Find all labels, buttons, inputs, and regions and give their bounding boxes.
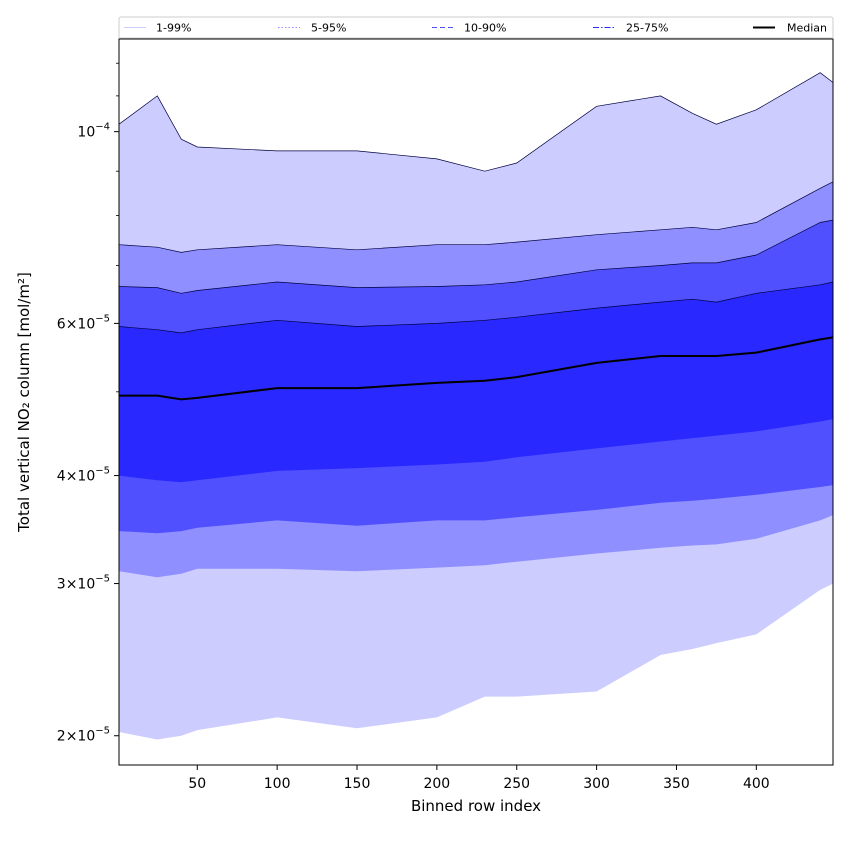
- y-tick-label: 6×10−5: [57, 313, 110, 332]
- y-axis-ticks: 2×10−5 3×10−5 4×10−5 6×10−5 10−4: [57, 62, 119, 745]
- legend-label: 25-75%: [626, 22, 668, 35]
- median-line: [119, 336, 834, 401]
- legend-label: Median: [787, 22, 827, 35]
- y-tick-label: 3×10−5: [57, 574, 110, 593]
- plot-frame: [118, 38, 834, 766]
- x-axis-ticks: 50 100 150 200 250 300 350 400: [188, 765, 770, 792]
- legend-entry: Median: [753, 22, 827, 35]
- x-axis-label: Binned row index: [411, 797, 541, 815]
- x-tick-label: 350: [663, 776, 690, 792]
- x-tick-label: 250: [503, 776, 530, 792]
- legend-box: [118, 16, 834, 39]
- legend-entry: 10-90%: [432, 22, 506, 35]
- y-tick-label: 10−4: [77, 122, 110, 141]
- x-tick-label: 50: [188, 776, 206, 792]
- bands-layer: [119, 72, 833, 740]
- legend-label: 5-95%: [311, 22, 346, 35]
- legend-entry: 5-95%: [278, 22, 346, 35]
- x-tick-label: 150: [344, 776, 371, 792]
- x-tick-label: 200: [423, 776, 450, 792]
- band-edge-25-75%: [118, 281, 834, 334]
- x-tick-label: 400: [743, 776, 770, 792]
- legend-label: 10-90%: [464, 22, 506, 35]
- legend-entry: 25-75%: [593, 22, 668, 35]
- legend-label: 1-99%: [156, 22, 191, 35]
- x-tick-label: 100: [264, 776, 291, 792]
- lines-layer: [118, 72, 834, 401]
- band-edge-5-95%: [118, 181, 834, 253]
- band-edge-1-99%: [118, 72, 834, 172]
- y-tick-label: 4×10−5: [57, 466, 110, 485]
- legend: 1-99% 5-95% 10-90% 25-75% Median: [118, 16, 834, 39]
- y-axis-label: Total vertical NO₂ column [mol/m²]: [15, 272, 33, 533]
- band-edge-10-90%: [118, 219, 834, 294]
- x-tick-label: 300: [583, 776, 610, 792]
- legend-entry: 1-99%: [124, 22, 191, 35]
- y-tick-label: 2×10−5: [57, 726, 110, 745]
